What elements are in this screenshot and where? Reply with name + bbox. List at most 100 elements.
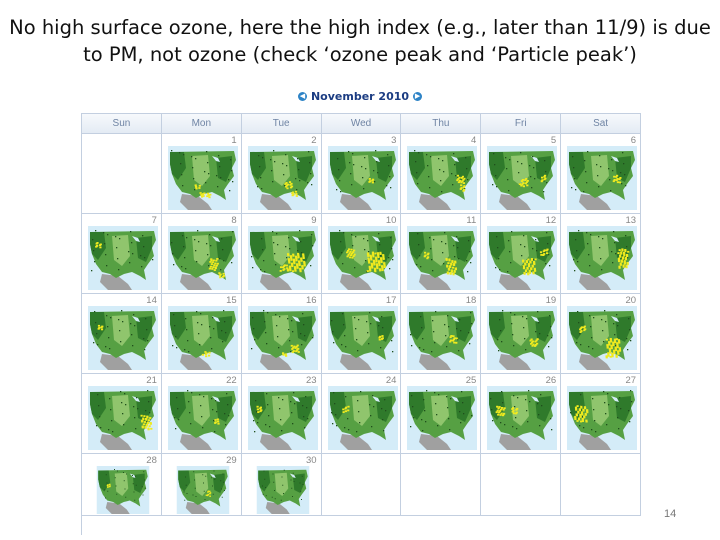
calendar-day-cell[interactable]: 26 (481, 374, 562, 454)
calendar-day-cell[interactable]: 18 (401, 294, 482, 374)
ozone-map-image (327, 146, 398, 210)
calendar-day-cell[interactable]: 14 (82, 294, 162, 374)
calendar-empty-cell (481, 454, 562, 516)
calendar-day-cell[interactable]: 27 (561, 374, 642, 454)
day-number: 26 (545, 375, 557, 386)
ozone-map-image (567, 146, 638, 210)
calendar-empty-cell (82, 134, 162, 214)
day-number: 25 (465, 375, 477, 386)
calendar-day-cell[interactable]: 29 (161, 454, 242, 516)
ozone-map-image (88, 226, 158, 290)
ozone-map-image (327, 386, 398, 450)
day-number: 8 (231, 215, 237, 226)
day-number: 15 (226, 295, 237, 306)
weekday-thu: Thu (401, 114, 482, 134)
page-number: 14 (664, 508, 677, 520)
ozone-map-image (167, 386, 238, 450)
calendar-day-cell[interactable]: 1 (161, 134, 242, 214)
calendar-day-cell[interactable]: 12 (481, 214, 562, 294)
ozone-map-image (567, 306, 638, 370)
day-number: 29 (226, 455, 237, 466)
calendar-day-cell[interactable]: 3 (321, 134, 402, 214)
day-number: 2 (311, 135, 317, 146)
ozone-map-image (487, 226, 558, 290)
weekday-sun: Sun (82, 114, 162, 134)
calendar-day-cell[interactable]: 28 (82, 454, 162, 516)
ozone-map-image (487, 386, 558, 450)
calendar-day-cell[interactable]: 7 (82, 214, 162, 294)
calendar-day-cell[interactable]: 30 (241, 454, 322, 516)
calendar-day-cell[interactable]: 21 (82, 374, 162, 454)
calendar-day-cell[interactable]: 17 (321, 294, 402, 374)
ozone-map-image (176, 466, 230, 514)
chevron-left-icon[interactable]: ◀ (297, 91, 307, 101)
ozone-map-image (167, 306, 238, 370)
weekday-fri: Fri (481, 114, 562, 134)
calendar-week-row: 28 29 30 (82, 454, 642, 516)
calendar-empty-cell (401, 454, 482, 516)
calendar-week-row: 1 2 3 4 5 6 (82, 134, 642, 214)
chevron-right-icon[interactable]: ▶ (413, 91, 423, 101)
day-number: 28 (146, 455, 157, 466)
ozone-map-image (247, 226, 318, 290)
ozone-map-image (167, 226, 238, 290)
weekday-header-row: Sun Mon Tue Wed Thu Fri Sat (82, 114, 642, 134)
calendar-day-cell[interactable]: 23 (241, 374, 322, 454)
ozone-map-image (487, 306, 558, 370)
day-number: 20 (625, 295, 637, 306)
day-number: 22 (226, 375, 237, 386)
day-number: 19 (545, 295, 557, 306)
weekday-sat: Sat (561, 114, 642, 134)
calendar-day-cell[interactable]: 10 (321, 214, 402, 294)
day-number: 4 (471, 135, 477, 146)
calendar-day-cell[interactable]: 22 (161, 374, 242, 454)
month-title: November 2010 (310, 89, 410, 103)
calendar-header: ◀ November 2010 ▶ (0, 88, 720, 104)
ozone-map-image (487, 146, 558, 210)
day-number: 13 (625, 215, 637, 226)
ozone-map-image (327, 226, 398, 290)
ozone-map-image (96, 466, 150, 514)
calendar-empty-cell (561, 454, 642, 516)
calendar-day-cell[interactable]: 24 (321, 374, 402, 454)
calendar-day-cell[interactable]: 15 (161, 294, 242, 374)
ozone-map-image (256, 466, 309, 514)
day-number: 21 (146, 375, 157, 386)
calendar-day-cell[interactable]: 16 (241, 294, 322, 374)
day-number: 12 (545, 215, 557, 226)
day-number: 16 (306, 295, 317, 306)
day-number: 27 (625, 375, 637, 386)
calendar-week-row: 21 22 23 24 25 26 27 (82, 374, 642, 454)
calendar-day-cell[interactable]: 20 (561, 294, 642, 374)
calendar-day-cell[interactable]: 6 (561, 134, 642, 214)
day-number: 5 (550, 135, 557, 146)
day-number: 17 (385, 295, 397, 306)
calendar-empty-cell (321, 454, 402, 516)
day-number: 7 (151, 215, 157, 226)
day-number: 24 (385, 375, 397, 386)
day-number: 18 (465, 295, 477, 306)
slide-title: No high surface ozone, here the high ind… (0, 14, 720, 68)
ozone-map-image (327, 306, 398, 370)
ozone-map-image (167, 146, 238, 210)
calendar-day-cell[interactable]: 2 (241, 134, 322, 214)
calendar-week-row: 14 15 16 17 18 19 20 (82, 294, 642, 374)
calendar-day-cell[interactable]: 5 (481, 134, 562, 214)
calendar-day-cell[interactable]: 4 (401, 134, 482, 214)
calendar-day-cell[interactable]: 13 (561, 214, 642, 294)
calendar-grid: Sun Mon Tue Wed Thu Fri Sat 1 2 3 4 5 6 7 8 9 10 11 12 13 1… (81, 113, 642, 535)
calendar-day-cell[interactable]: 8 (161, 214, 242, 294)
day-number: 14 (146, 295, 157, 306)
weekday-mon: Mon (161, 114, 242, 134)
calendar-day-cell[interactable]: 25 (401, 374, 482, 454)
calendar-day-cell[interactable]: 9 (241, 214, 322, 294)
ozone-map-image (407, 306, 478, 370)
ozone-map-image (407, 146, 478, 210)
slide-title-line-1: No high surface ozone, here the high ind… (9, 16, 711, 39)
ozone-map-image (247, 306, 318, 370)
day-number: 10 (385, 215, 397, 226)
ozone-map-image (567, 386, 638, 450)
calendar-day-cell[interactable]: 11 (401, 214, 482, 294)
calendar-day-cell[interactable]: 19 (481, 294, 562, 374)
ozone-map-image (407, 226, 478, 290)
